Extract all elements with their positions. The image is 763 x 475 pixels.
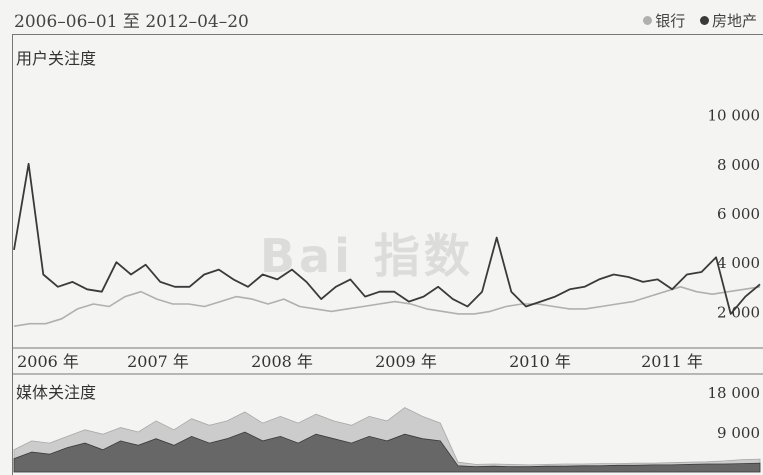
x-tick-label: 2009 年: [375, 352, 437, 371]
legend-item-realestate[interactable]: 房地产: [699, 10, 757, 31]
legend-label-realestate: 房地产: [711, 12, 757, 30]
x-tick-label: 2007 年: [127, 352, 189, 371]
user-series-line-bank: [13, 285, 761, 327]
legend-dot-realestate: [699, 16, 709, 25]
watermark: Bai 指数: [260, 229, 474, 283]
chart-header: 2006–06–01 至 2012–04–20 银行 房地产: [0, 0, 763, 34]
media-y-axis: 18 000 9 000: [708, 384, 761, 442]
x-axis: 2006 年 2007 年 2008 年 2009 年 2010 年 2011 年: [17, 352, 703, 371]
user-panel-title: 用户关注度: [16, 49, 96, 68]
legend-item-bank[interactable]: 银行: [643, 10, 685, 31]
x-tick-label: 2008 年: [251, 352, 313, 371]
user-y-tick-label: 4 000: [717, 254, 760, 272]
user-y-tick-label: 2 000: [717, 303, 760, 321]
user-y-tick-label: 10 000: [708, 107, 761, 125]
x-tick-label: 2011 年: [641, 352, 703, 371]
x-tick-label: 2010 年: [509, 352, 571, 371]
user-y-tick-label: 6 000: [717, 205, 760, 223]
media-panel-title: 媒体关注度: [16, 383, 96, 402]
media-areas: [13, 407, 761, 473]
media-y-tick-label: 18 000: [708, 384, 761, 402]
x-tick-label: 2006 年: [17, 352, 79, 371]
user-y-tick-label: 8 000: [717, 156, 760, 174]
date-range: 2006–06–01 至 2012–04–20: [14, 12, 249, 32]
chart-frame: [12, 34, 763, 475]
media-series-area-realestate: [13, 431, 761, 473]
legend-label-bank: 银行: [655, 12, 686, 30]
user-lines: [13, 162, 761, 327]
media-y-tick-label: 9 000: [717, 424, 760, 442]
legend-dot-bank: [643, 16, 653, 25]
user-y-axis: 10 000 8 000 6 000 4 000 2 000: [708, 107, 761, 322]
legend: 银行 房地产: [633, 10, 757, 31]
user-series-line-realestate: [13, 162, 761, 315]
